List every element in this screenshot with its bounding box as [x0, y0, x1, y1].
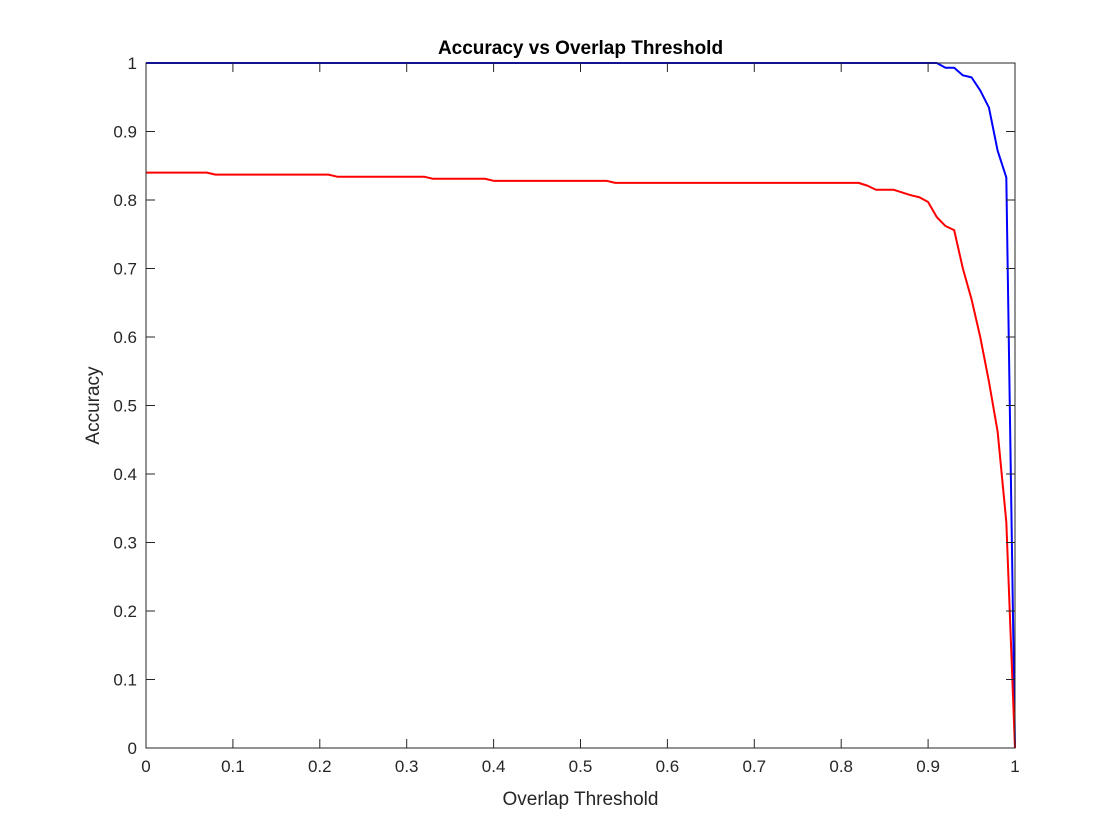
plot-area: [146, 63, 1015, 748]
x-tick-label: 1: [1010, 757, 1019, 776]
y-tick-label: 0.9: [113, 123, 137, 142]
y-tick-label: 0.6: [113, 328, 137, 347]
y-tick-label: 0.3: [113, 534, 137, 553]
y-axis-label: Accuracy: [83, 366, 104, 445]
ticks-layer: 0 0.1 0.2 0.3 0.4 0.5 0.6 0.7 0.8 0.9 1 0 0.1 0.2 0.3 0…: [113, 54, 1019, 776]
x-tick-label: 0.6: [656, 757, 680, 776]
x-tick-label: 0.1: [221, 757, 245, 776]
y-tick-label: 0.8: [113, 191, 137, 210]
x-axis-label: Overlap Threshold: [503, 789, 659, 810]
x-tick-label: 0: [141, 757, 150, 776]
x-tick-label: 0.8: [829, 757, 853, 776]
x-tick-label: 0.7: [742, 757, 766, 776]
y-tick-label: 0.4: [113, 465, 137, 484]
y-tick-label: 0: [128, 739, 137, 758]
y-tick-label: 0.1: [113, 671, 137, 690]
y-tick-label: 0.5: [113, 397, 137, 416]
x-tick-label: 0.2: [308, 757, 332, 776]
y-tick-label: 0.2: [113, 602, 137, 621]
x-tick-label: 0.5: [569, 757, 593, 776]
chart-title: Accuracy vs Overlap Threshold: [438, 38, 723, 59]
x-tick-label: 0.3: [395, 757, 419, 776]
y-tick-label: 0.7: [113, 260, 137, 279]
y-tick-label: 1: [128, 54, 137, 73]
x-tick-label: 0.4: [482, 757, 506, 776]
x-tick-label: 0.9: [916, 757, 940, 776]
series-line-2: [146, 171, 1016, 749]
